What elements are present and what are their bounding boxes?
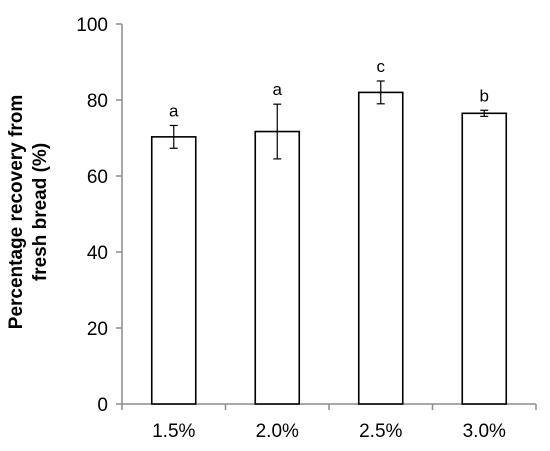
y-tick-label: 100: [76, 15, 108, 36]
significance-label: a: [273, 80, 283, 99]
bar: [150, 136, 197, 405]
bar: [357, 91, 404, 405]
significance-labels: a a c b: [169, 57, 489, 120]
significance-label: b: [480, 86, 489, 105]
bar-series: [150, 91, 508, 405]
y-tick-label: 40: [87, 243, 108, 264]
bar: [461, 112, 508, 405]
y-axis-title-line-1: Percentage recovery from: [6, 95, 27, 329]
bar: [254, 130, 301, 405]
y-axis: 0 20 40 60 80 100: [76, 15, 123, 416]
significance-label: c: [377, 57, 386, 76]
y-tick-label: 20: [87, 319, 108, 340]
x-tick-label: 1.5%: [152, 421, 195, 442]
x-tick-label: 2.5%: [359, 421, 402, 442]
y-tick-label: 0: [97, 395, 108, 416]
y-tick-label: 60: [87, 167, 108, 188]
y-axis-title: Percentage recovery from fresh bread (%): [6, 95, 51, 329]
y-axis-title-line-2: fresh bread (%): [30, 143, 51, 281]
significance-label: a: [169, 101, 179, 120]
x-tick-label: 3.0%: [463, 421, 506, 442]
x-tick-label: 2.0%: [256, 421, 299, 442]
x-axis: 1.5% 2.0% 2.5% 3.0%: [121, 403, 537, 442]
error-bars: [169, 80, 489, 160]
y-tick-label: 80: [87, 91, 108, 112]
